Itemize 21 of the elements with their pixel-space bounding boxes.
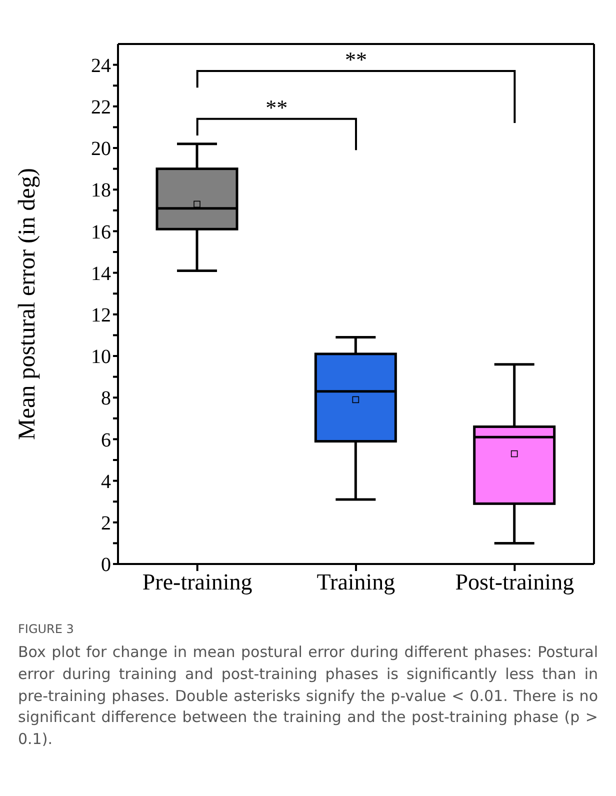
caption: FIGURE 3 bbox=[18, 622, 75, 636]
y-tick-label: 14 bbox=[91, 262, 111, 285]
x-tick-label: Pre-training bbox=[142, 569, 253, 594]
y-axis-title: Mean postural error (in deg) bbox=[14, 168, 41, 440]
y-tick-label: 2 bbox=[101, 512, 111, 534]
y-tick-label: 6 bbox=[101, 429, 111, 452]
annotation: ** bbox=[345, 47, 367, 72]
y-tick-label: 12 bbox=[91, 304, 111, 326]
x-tick-label: Training bbox=[316, 569, 396, 594]
y-tick-label: 16 bbox=[91, 221, 111, 244]
y-tick-label: 22 bbox=[91, 96, 111, 118]
y-tick-label: 8 bbox=[101, 388, 111, 410]
y-tick-label: 20 bbox=[91, 138, 111, 160]
y-tick-label: 10 bbox=[91, 346, 111, 368]
y-tick-label: 4 bbox=[101, 470, 111, 493]
x-tick-label: Post-training bbox=[455, 569, 575, 594]
y-tick-label: 18 bbox=[91, 180, 111, 202]
annotation: ** bbox=[266, 94, 288, 120]
text: Box plot for change in mean postural error during different phases: Postural error during training and post-training phases is significantly less than in pre-training phases. Double asterisks signify the p-value < 0.01. There is no significant difference between the training and the post-training phase (p > 0.1). bbox=[18, 642, 598, 750]
y-tick-label: 0 bbox=[101, 554, 111, 576]
y-tick-label: 24 bbox=[91, 54, 111, 77]
